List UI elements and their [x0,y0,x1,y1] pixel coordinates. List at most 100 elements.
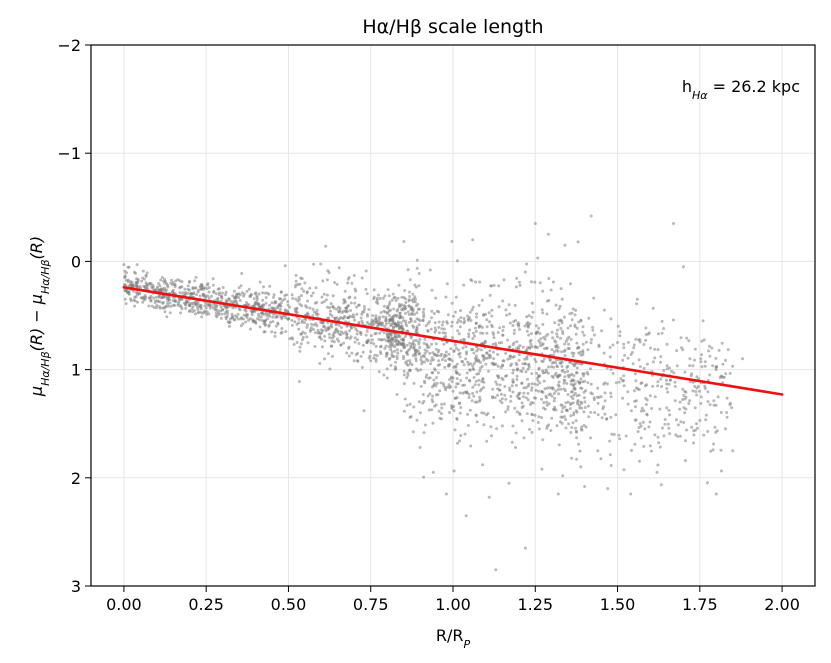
scatter-point [413,295,417,299]
scatter-point [471,364,475,368]
scatter-point [701,319,705,323]
scatter-point [211,283,215,287]
scatter-point [292,343,296,346]
scatter-point [563,389,567,393]
scatter-point [726,348,730,352]
scatter-point [634,405,637,409]
scatter-point [561,474,565,478]
scatter-point [653,356,657,360]
scatter-point [353,336,357,340]
y-tick-label: 1 [71,361,81,380]
scatter-point [560,297,564,301]
scatter-point [220,312,224,316]
scatter-point [424,324,428,328]
scatter-point [134,295,138,299]
scatter-point [386,310,390,314]
scatter-point [224,293,227,297]
scatter-point [367,308,371,311]
scatter-point [436,393,440,397]
scatter-point [527,314,531,318]
scatter-point [251,319,255,323]
scatter-point [545,400,549,404]
scatter-point [547,277,551,280]
scatter-point [667,382,671,386]
scatter-point [377,321,381,325]
scatter-point [621,396,625,400]
scatter-point [466,424,470,427]
scatter-point [540,467,544,471]
scatter-point [324,244,328,248]
scatter-point [348,329,352,333]
scatter-point [220,294,224,298]
scatter-point [459,316,463,320]
scatter-point [575,341,579,345]
scatter-point [548,358,552,362]
scatter-point [556,492,560,496]
scatter-point [297,327,301,331]
scatter-point [557,392,561,396]
scatter-point [496,393,500,397]
scatter-point [541,323,545,326]
scatter-point [482,386,486,389]
scatter-point [158,289,162,293]
scatter-point [430,342,433,346]
scatter-point [714,492,718,496]
scatter-point [567,422,571,426]
scatter-point [648,394,652,398]
scatter-point [330,325,334,329]
scatter-point [609,415,613,419]
scatter-point [474,280,478,284]
scatter-point [589,214,593,218]
scatter-point [589,382,593,386]
scatter-point [665,406,669,410]
scatter-point [180,307,184,311]
x-tick-label: 0.25 [188,595,224,614]
scatter-point [470,399,474,403]
scatter-point [511,424,515,428]
scatter-point [557,380,561,384]
scatter-point [703,360,707,364]
scatter-point [526,391,530,395]
scatter-point [502,278,506,282]
scatter-point [458,439,462,443]
scatter-point [280,317,284,321]
scatter-point [430,371,434,375]
scatter-point [415,311,419,315]
scatter-point [618,437,622,441]
scatter-point [426,329,430,332]
scatter-point [281,298,285,302]
scatter-point [468,310,472,314]
x-tick-label: 0.75 [353,595,389,614]
scatter-point [571,401,575,405]
scatter-point [372,288,376,292]
scatter-point [179,311,183,315]
scatter-point [362,307,366,311]
scatter-point [659,377,663,381]
scatter-point [531,401,535,405]
scatter-point [626,390,630,394]
scatter-point [526,398,530,402]
scatter-point [490,323,493,327]
scatter-point [580,362,583,366]
scatter-point [434,403,438,407]
scatter-point [406,310,410,314]
scatter-point [389,333,393,336]
scatter-point [335,282,339,286]
scatter-point [280,327,284,330]
scatter-point [188,309,192,313]
scatter-point [300,287,304,291]
scatter-point [587,415,591,419]
scatter-point [295,322,299,326]
scatter-point [511,378,515,382]
scatter-point [524,370,528,374]
scatter-point [475,390,479,394]
scatter-point [359,354,363,358]
scatter-point [719,469,723,473]
scatter-point [415,258,419,262]
scatter-point [423,351,427,355]
scatter-point [339,330,343,334]
scatter-point [214,311,218,315]
scatter-point [390,341,394,345]
scatter-point [618,330,622,334]
scatter-point [699,360,703,364]
